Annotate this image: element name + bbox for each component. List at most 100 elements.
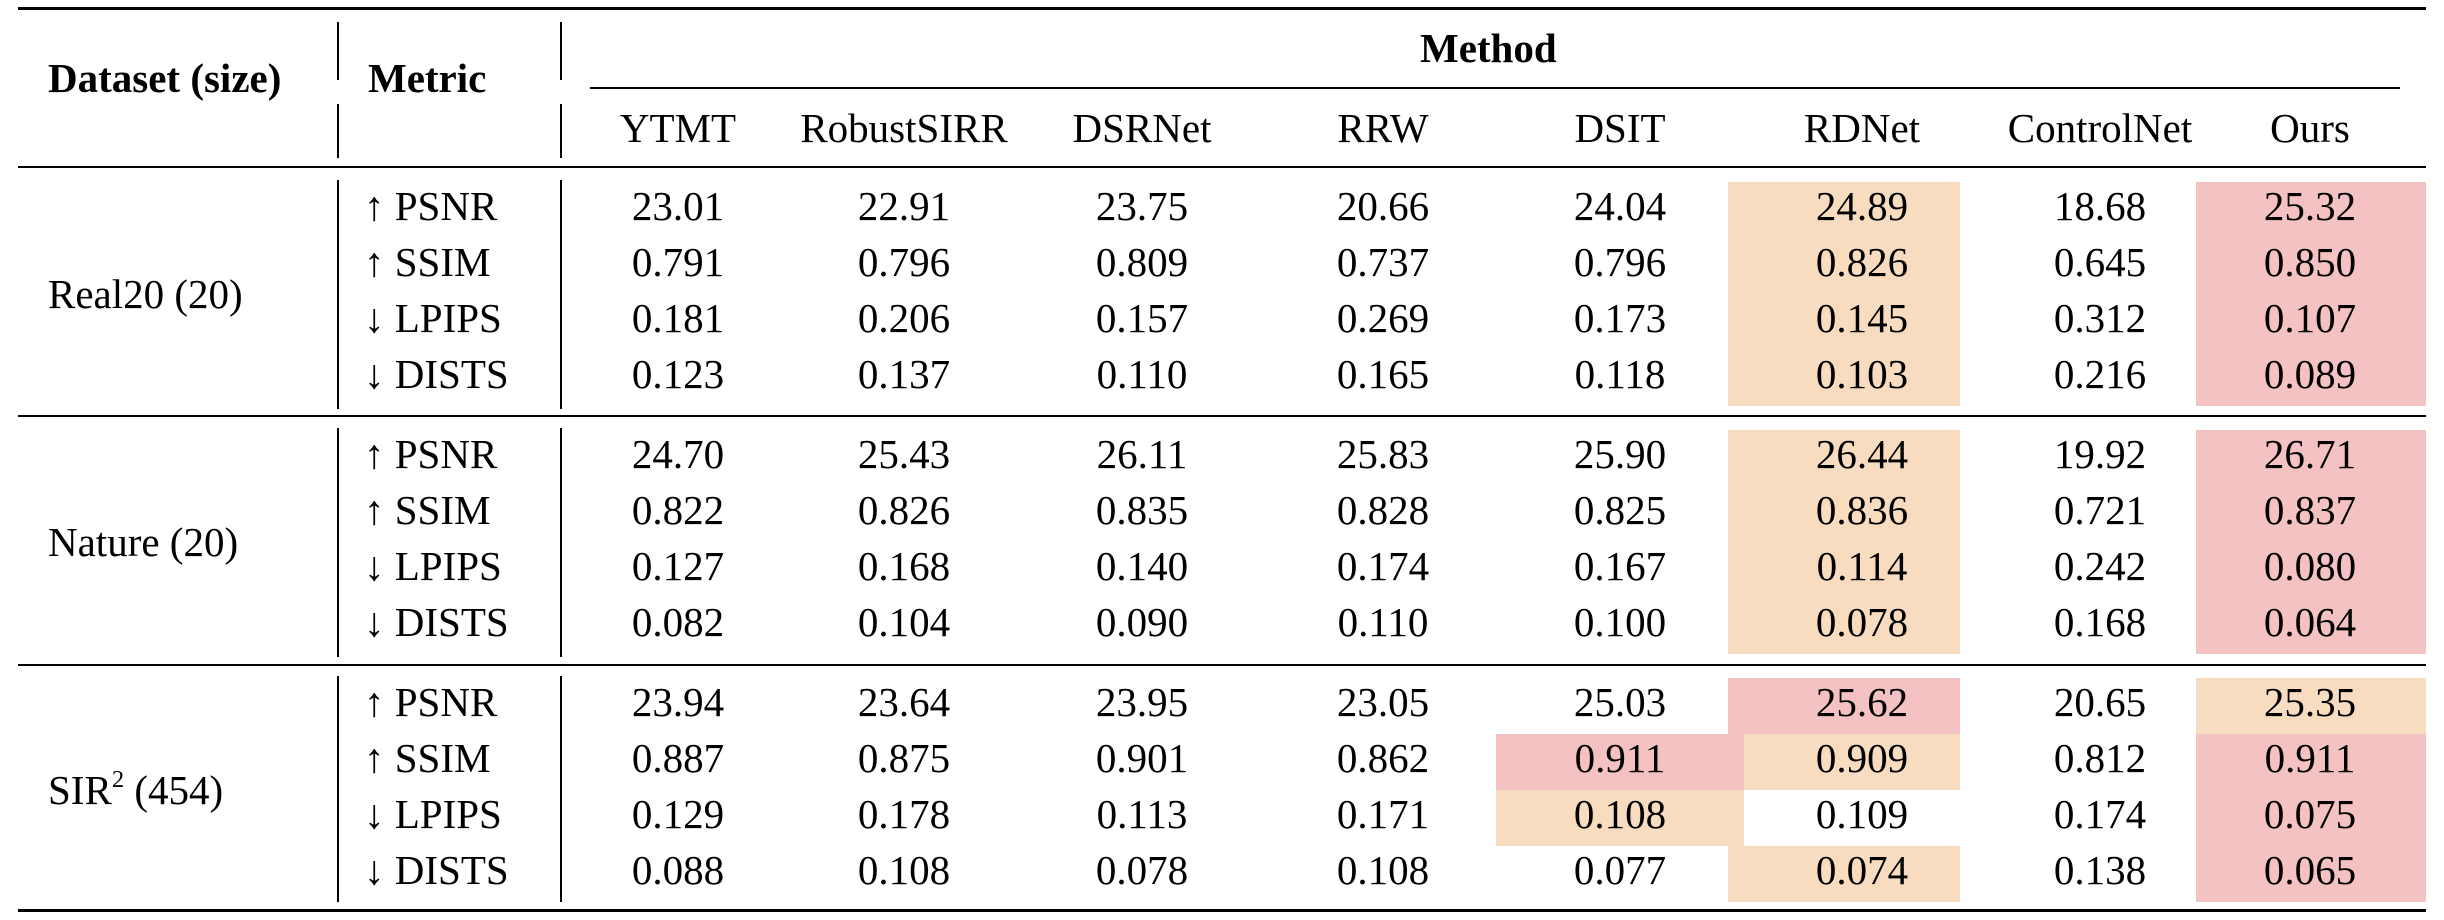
body-vrule-2 bbox=[560, 180, 562, 409]
metric-label: ↓ DISTS bbox=[364, 599, 509, 645]
table-cell: 0.127 bbox=[631, 543, 725, 589]
best-highlight bbox=[2196, 542, 2426, 598]
second-best-highlight bbox=[1728, 542, 1960, 598]
body-vrule-5 bbox=[337, 676, 339, 902]
table-cell: 0.168 bbox=[2053, 599, 2147, 645]
best-highlight bbox=[1496, 734, 1744, 790]
table-cell: 0.645 bbox=[2053, 239, 2147, 285]
header-vrule-2b bbox=[560, 104, 562, 158]
table-cell: 0.269 bbox=[1336, 295, 1430, 341]
table-cell: 0.109 bbox=[1815, 791, 1909, 837]
column-header-dsit: DSIT bbox=[1574, 105, 1666, 151]
table-cell: 25.90 bbox=[1573, 431, 1667, 477]
table-cell: 0.242 bbox=[2053, 543, 2147, 589]
header-dataset: Dataset (size) bbox=[48, 55, 282, 101]
table-cell: 23.01 bbox=[631, 183, 725, 229]
table-cell: 0.206 bbox=[857, 295, 951, 341]
second-best-highlight bbox=[1728, 486, 1960, 542]
table-cell: 0.078 bbox=[1815, 599, 1909, 645]
metric-label: ↓ LPIPS bbox=[364, 791, 502, 837]
table-cell: 0.828 bbox=[1336, 487, 1430, 533]
second-best-highlight bbox=[1728, 734, 1960, 790]
header-metric: Metric bbox=[368, 55, 487, 101]
dataset-name: SIR bbox=[48, 767, 112, 813]
column-header-robustsirr: RobustSIRR bbox=[800, 105, 1008, 151]
group-separator-2 bbox=[18, 664, 2426, 666]
table-cell: 0.108 bbox=[857, 847, 951, 893]
table-cell: 20.65 bbox=[2053, 679, 2147, 725]
column-header-ours: Ours bbox=[2270, 105, 2350, 151]
table-cell: 0.107 bbox=[2263, 295, 2357, 341]
header-vrule-1b bbox=[337, 104, 339, 158]
table-cell: 22.91 bbox=[857, 183, 951, 229]
metric-label: ↑ SSIM bbox=[364, 487, 491, 533]
header-vrule-1a bbox=[337, 22, 339, 80]
table-cell: 19.92 bbox=[2053, 431, 2147, 477]
table-cell: 0.174 bbox=[2053, 791, 2147, 837]
table-cell: 26.11 bbox=[1096, 431, 1188, 477]
table-cell: 24.04 bbox=[1573, 183, 1667, 229]
table-cell: 0.812 bbox=[2053, 735, 2147, 781]
method-underline bbox=[590, 87, 2400, 89]
best-highlight bbox=[2196, 790, 2426, 846]
table-cell: 0.110 bbox=[1337, 599, 1429, 645]
table-cell: 0.791 bbox=[631, 239, 725, 285]
dataset-label: Real20 (20) bbox=[48, 271, 243, 317]
best-highlight bbox=[2196, 350, 2426, 406]
table-cell: 0.168 bbox=[857, 543, 951, 589]
column-header-rdnet: RDNet bbox=[1803, 105, 1921, 151]
second-best-highlight bbox=[1728, 846, 1960, 902]
table-cell: 0.103 bbox=[1815, 351, 1909, 397]
table-cell: 0.875 bbox=[857, 735, 951, 781]
best-highlight bbox=[2196, 598, 2426, 654]
table-cell: 0.796 bbox=[1573, 239, 1667, 285]
table-cell: 0.837 bbox=[2263, 487, 2357, 533]
table-cell: 0.216 bbox=[2053, 351, 2147, 397]
table-cell: 0.113 bbox=[1096, 791, 1188, 837]
table-cell: 25.03 bbox=[1573, 679, 1667, 725]
table-cell: 0.822 bbox=[631, 487, 725, 533]
table-cell: 0.850 bbox=[2263, 239, 2357, 285]
table-cell: 18.68 bbox=[2053, 183, 2147, 229]
table-cell: 23.05 bbox=[1336, 679, 1430, 725]
table-cell: 0.075 bbox=[2263, 791, 2357, 837]
table-cell: 0.836 bbox=[1815, 487, 1909, 533]
second-best-highlight bbox=[1496, 790, 1744, 846]
table-cell: 0.862 bbox=[1336, 735, 1430, 781]
table-cell: 0.178 bbox=[857, 791, 951, 837]
column-header-dsrnet: DSRNet bbox=[1072, 105, 1212, 151]
column-header-controlnet: ControlNet bbox=[2007, 105, 2193, 151]
header-vrule-2a bbox=[560, 22, 562, 80]
dataset-label: SIR2 (454) bbox=[48, 767, 223, 813]
best-highlight bbox=[1728, 678, 1960, 734]
table-cell: 0.165 bbox=[1336, 351, 1430, 397]
second-best-highlight bbox=[1728, 238, 1960, 294]
table-cell: 0.108 bbox=[1336, 847, 1430, 893]
best-highlight bbox=[2196, 486, 2426, 542]
second-best-highlight bbox=[1728, 294, 1960, 350]
table-cell: 0.721 bbox=[2053, 487, 2147, 533]
metric-label: ↓ LPIPS bbox=[364, 295, 502, 341]
table-cell: 0.108 bbox=[1573, 791, 1667, 837]
table-cell: 0.110 bbox=[1096, 351, 1188, 397]
best-highlight bbox=[2196, 430, 2426, 486]
metric-label: ↑ SSIM bbox=[364, 239, 491, 285]
best-highlight bbox=[2196, 294, 2426, 350]
metric-label: ↑ PSNR bbox=[364, 431, 498, 477]
table-cell: 25.62 bbox=[1815, 679, 1909, 725]
table-cell: 0.114 bbox=[1816, 543, 1908, 589]
second-best-highlight bbox=[1728, 598, 1960, 654]
table-cell: 0.173 bbox=[1573, 295, 1667, 341]
table-cell: 0.088 bbox=[631, 847, 725, 893]
header-bottom-rule bbox=[18, 166, 2426, 168]
dataset-superscript: 2 bbox=[111, 766, 125, 793]
table-cell: 0.911 bbox=[1574, 735, 1666, 781]
table-cell: 0.171 bbox=[1336, 791, 1430, 837]
table-cell: 0.100 bbox=[1573, 599, 1667, 645]
best-highlight bbox=[2196, 182, 2426, 238]
body-vrule-3 bbox=[337, 428, 339, 657]
table-cell: 0.074 bbox=[1815, 847, 1909, 893]
table-cell: 0.901 bbox=[1095, 735, 1189, 781]
table-cell: 0.118 bbox=[1574, 351, 1666, 397]
